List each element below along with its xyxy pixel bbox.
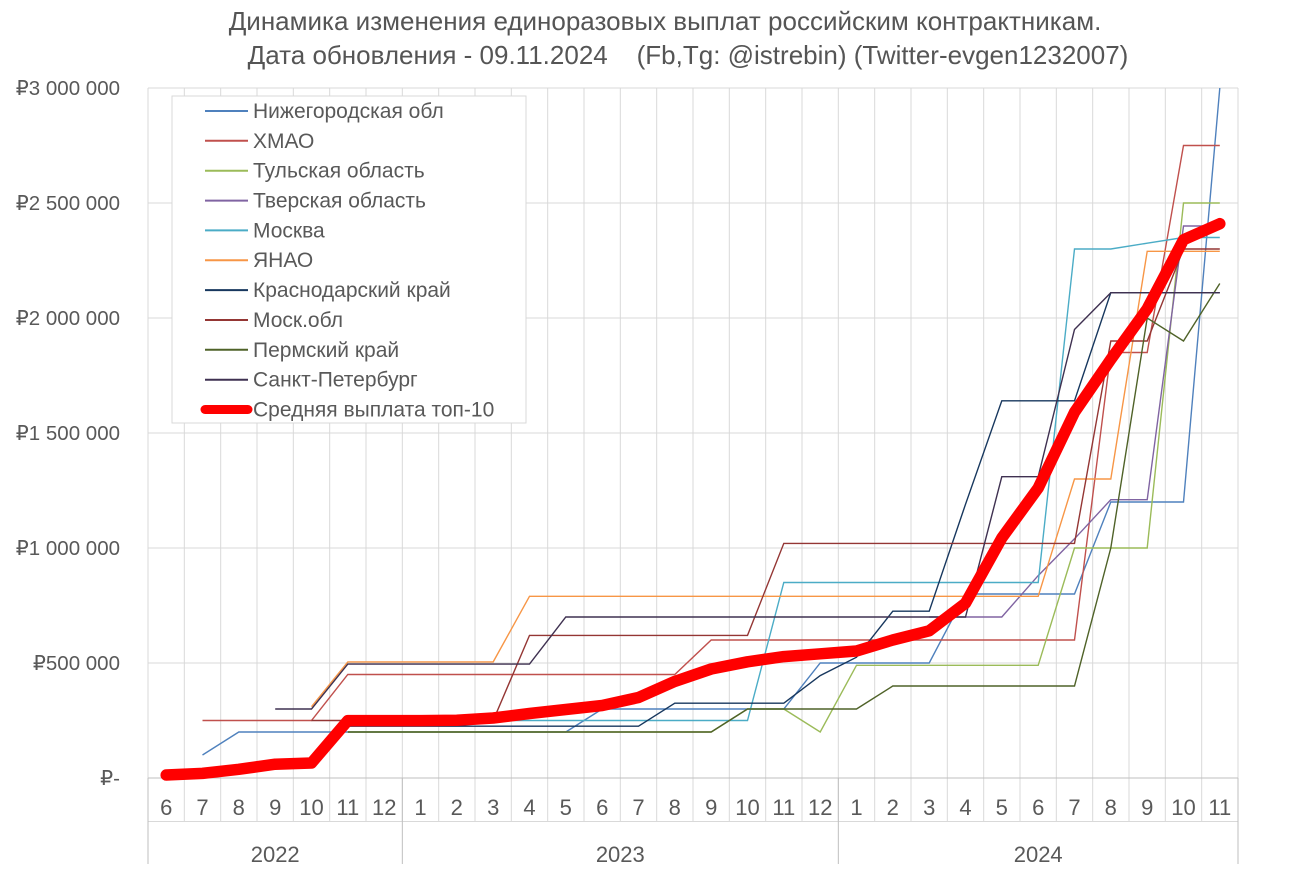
svg-text:6: 6 bbox=[160, 795, 172, 820]
svg-text:6: 6 bbox=[1032, 795, 1044, 820]
svg-text:12: 12 bbox=[372, 795, 396, 820]
svg-text:Нижегородская обл: Нижегородская обл bbox=[253, 100, 444, 123]
svg-text:Краснодарский край: Краснодарский край bbox=[253, 279, 451, 302]
svg-text:7: 7 bbox=[1068, 795, 1080, 820]
svg-text:Средняя выплата топ-10: Средняя выплата топ-10 bbox=[253, 399, 494, 422]
svg-text:12: 12 bbox=[808, 795, 832, 820]
svg-text:₽2 500 000: ₽2 500 000 bbox=[16, 192, 120, 215]
svg-text:9: 9 bbox=[269, 795, 281, 820]
svg-text:5: 5 bbox=[560, 795, 572, 820]
svg-text:11: 11 bbox=[336, 795, 359, 820]
svg-text:8: 8 bbox=[1105, 795, 1117, 820]
svg-text:Москва: Москва bbox=[253, 219, 325, 242]
svg-text:2024: 2024 bbox=[1014, 842, 1063, 867]
svg-text:Тверская область: Тверская область bbox=[253, 190, 426, 213]
svg-text:2023: 2023 bbox=[596, 842, 645, 867]
svg-text:₽3 000 000: ₽3 000 000 bbox=[16, 77, 120, 100]
svg-text:2: 2 bbox=[887, 795, 899, 820]
svg-text:9: 9 bbox=[705, 795, 717, 820]
svg-text:₽500 000: ₽500 000 bbox=[33, 652, 120, 675]
svg-text:1: 1 bbox=[414, 795, 426, 820]
svg-text:10: 10 bbox=[299, 795, 323, 820]
svg-text:7: 7 bbox=[632, 795, 644, 820]
svg-text:Динамика изменения единоразовы: Динамика изменения единоразовых выплат р… bbox=[229, 6, 1102, 36]
svg-text:4: 4 bbox=[523, 795, 535, 820]
svg-text:3: 3 bbox=[487, 795, 499, 820]
svg-text:8: 8 bbox=[669, 795, 681, 820]
svg-text:8: 8 bbox=[233, 795, 245, 820]
svg-text:₽-: ₽- bbox=[100, 767, 120, 790]
svg-text:Пермский край: Пермский край bbox=[253, 339, 399, 362]
svg-text:₽1 500 000: ₽1 500 000 bbox=[16, 422, 120, 445]
svg-text:₽2 000 000: ₽2 000 000 bbox=[16, 307, 120, 330]
svg-text:9: 9 bbox=[1141, 795, 1153, 820]
svg-text:3: 3 bbox=[923, 795, 935, 820]
svg-text:2: 2 bbox=[451, 795, 463, 820]
svg-text:ЯНАО: ЯНАО bbox=[253, 249, 313, 272]
svg-text:₽1 000 000: ₽1 000 000 bbox=[16, 537, 120, 560]
svg-text:7: 7 bbox=[196, 795, 208, 820]
svg-text:11: 11 bbox=[1208, 795, 1231, 820]
svg-text:Санкт-Петербург: Санкт-Петербург bbox=[253, 369, 418, 392]
svg-text:2022: 2022 bbox=[251, 842, 300, 867]
svg-text:1: 1 bbox=[850, 795, 862, 820]
svg-text:6: 6 bbox=[596, 795, 608, 820]
svg-text:4: 4 bbox=[959, 795, 971, 820]
svg-text:5: 5 bbox=[996, 795, 1008, 820]
svg-text:10: 10 bbox=[1171, 795, 1195, 820]
svg-text:Моск.обл: Моск.обл bbox=[253, 309, 343, 332]
svg-text:ХМАО: ХМАО bbox=[253, 130, 314, 153]
svg-text:Дата обновления - 09.11.2024: Дата обновления - 09.11.2024 (Fb,Tg: @is… bbox=[248, 40, 1129, 70]
svg-text:11: 11 bbox=[772, 795, 795, 820]
svg-text:Тульская область: Тульская область bbox=[253, 160, 425, 183]
svg-text:10: 10 bbox=[735, 795, 759, 820]
